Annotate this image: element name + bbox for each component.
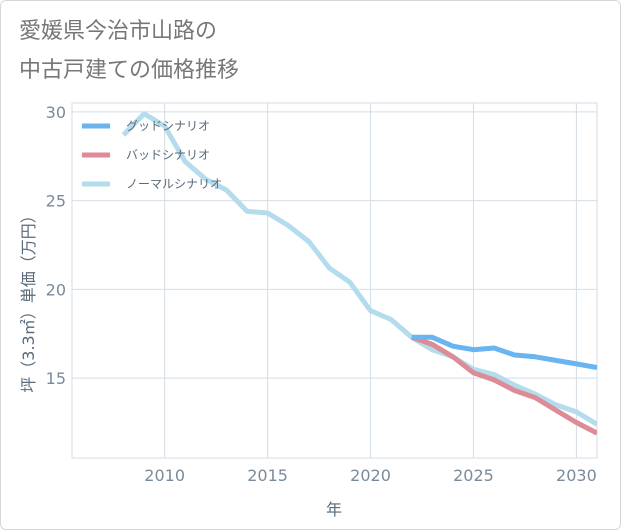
series-line-3: [121, 111, 597, 427]
chart-title-line2: 中古戸建ての価格推移: [19, 58, 240, 83]
x-tick-label: 2020: [350, 466, 391, 485]
y-tick-label: 20: [46, 280, 66, 299]
x-tick-label: 2025: [453, 466, 494, 485]
plot-area: [71, 102, 598, 459]
x-axis-title: 年: [326, 500, 342, 519]
grid: [72, 103, 597, 458]
y-tick-label: 15: [46, 369, 66, 388]
series-line-2: [410, 334, 597, 436]
legend-label: ノーマルシナリオ: [126, 177, 222, 191]
x-tick-label: 2010: [144, 466, 185, 485]
legend-label: グッドシナリオ: [126, 119, 210, 133]
chart-title-line1: 愛媛県今治市山路の: [19, 19, 218, 44]
x-tick-label: 2015: [247, 466, 288, 485]
legend-label: バッドシナリオ: [126, 148, 210, 162]
y-axis-title: 坪（3.3㎡）単価（万円）: [19, 207, 38, 392]
series-lines: [121, 111, 597, 436]
y-tick-label: 25: [46, 192, 66, 211]
series-line-1: [411, 334, 597, 370]
x-tick-label: 2030: [556, 466, 597, 485]
y-tick-label: 30: [46, 103, 66, 122]
